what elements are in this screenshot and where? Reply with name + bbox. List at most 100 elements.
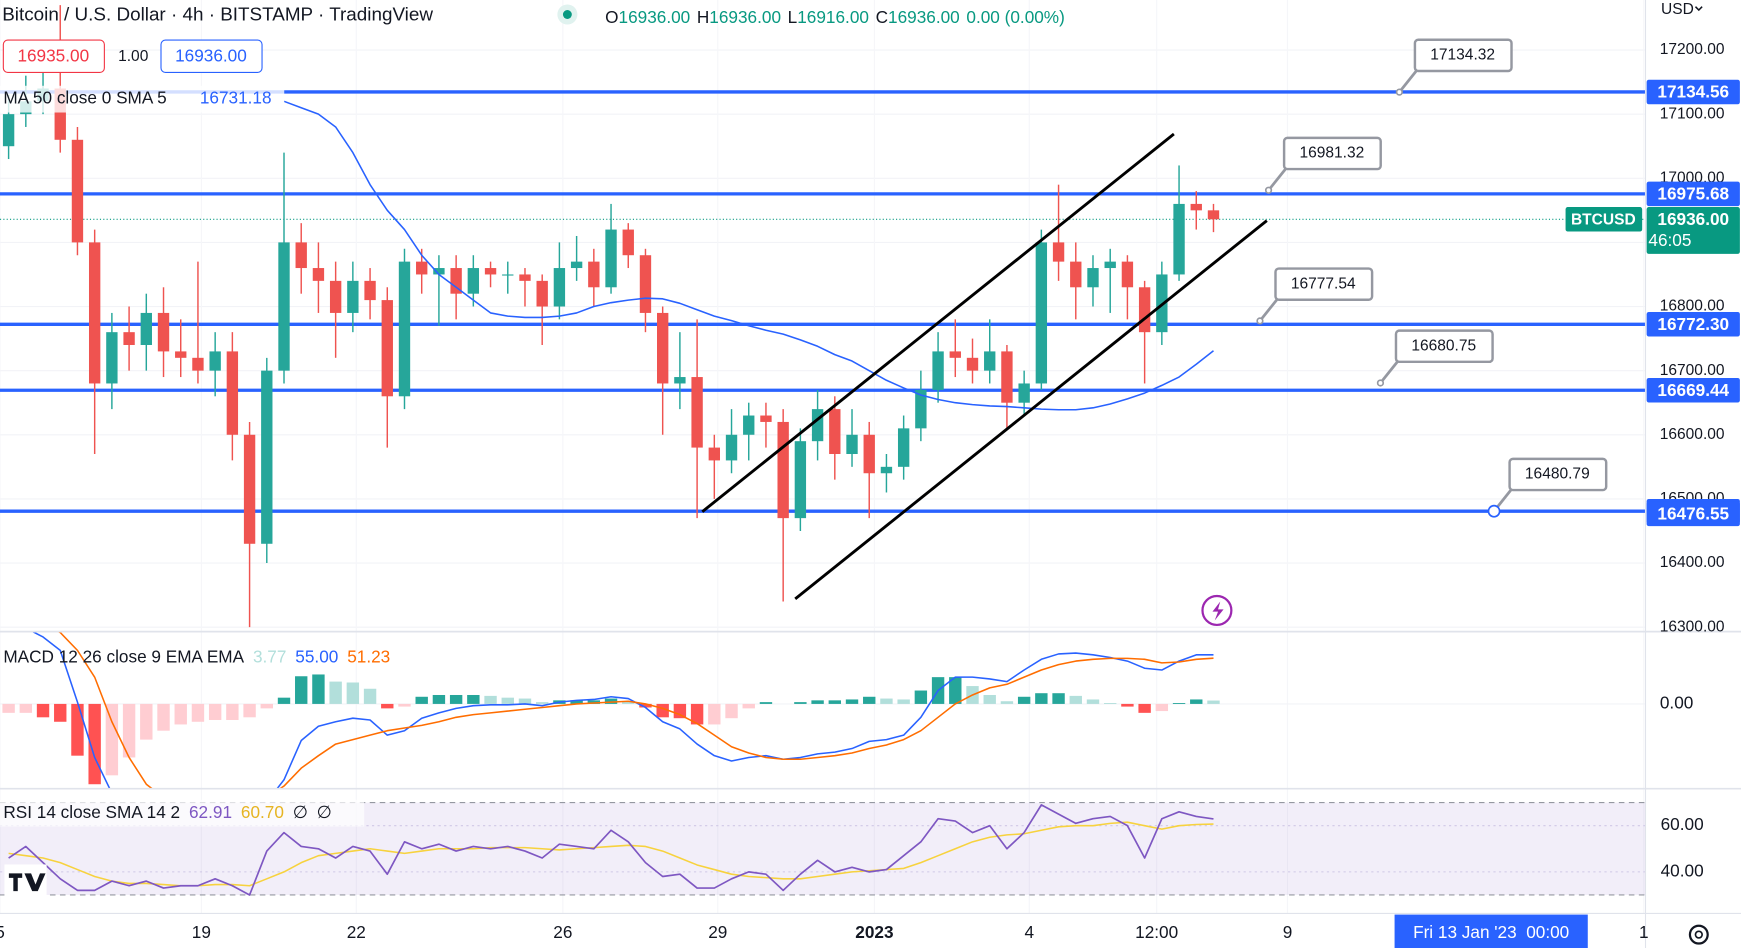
macd-histogram-bar: [587, 700, 601, 704]
candle-body: [622, 229, 634, 256]
candle-body: [71, 139, 84, 243]
x-tick-label: 29: [708, 922, 727, 942]
ask-box[interactable]: [160, 39, 263, 73]
ohlc-change: 0.00 (0.00%): [966, 6, 1064, 26]
macd-tick-label: 0.00: [1660, 692, 1693, 712]
y-tick-label: 16700.00: [1660, 362, 1725, 379]
candle-body: [829, 409, 841, 455]
callout-point: [1376, 379, 1385, 387]
macd-histogram-bar: [1190, 699, 1203, 704]
x-tick-label: 5: [0, 922, 5, 942]
macd-legend-value: 55.00: [295, 646, 338, 666]
rsi-legend-label: RSI 14 close SMA 14 2: [3, 802, 180, 822]
candle-body: [863, 434, 875, 474]
currency[interactable]: USD: [1661, 1, 1694, 18]
y-tick-label: 16800.00: [1660, 298, 1725, 315]
macd-histogram-bar: [949, 677, 962, 704]
x-tick-label: 1: [1639, 922, 1649, 942]
candle-body: [347, 280, 359, 313]
callout-box: [1274, 267, 1374, 301]
candle-body: [656, 312, 669, 384]
macd-histogram-bar: [518, 698, 532, 704]
candle-body: [915, 389, 927, 429]
rsi-tick-label: 60.00: [1661, 814, 1704, 834]
countdown: 46:05: [1648, 230, 1691, 250]
y-tick-label: 16300.00: [1660, 618, 1725, 635]
settings-icon-core: [1694, 930, 1703, 939]
alert-bolt: [1212, 601, 1224, 621]
ohlc-value: 16936.00: [619, 6, 691, 26]
macd-legend-label: MACD 12 26 close 9 EMA EMA: [3, 646, 244, 666]
candle-body: [536, 280, 548, 307]
candle-body: [966, 357, 979, 371]
axes: 17200.0017100.0017000.0016900.0016800.00…: [0, 41, 1740, 942]
macd-line: [31, 631, 1214, 789]
macd-histogram-bar: [208, 703, 222, 720]
price-badge: [1646, 79, 1740, 105]
macd-histogram-bar: [794, 702, 807, 704]
macd-histogram-bar: [673, 703, 687, 719]
macd-histogram-bar: [690, 703, 704, 725]
macd-histogram-bar: [570, 700, 583, 704]
macd-histogram-bar: [1172, 703, 1186, 704]
macd-histogram-bar: [432, 694, 446, 704]
price-badge: [1646, 501, 1740, 527]
rsi-tick-label: 40.00: [1661, 860, 1704, 880]
candle-body: [157, 312, 170, 352]
macd-histogram-bar: [1017, 696, 1031, 704]
price-badge-label: 16975.68: [1657, 184, 1729, 204]
rsi-legend-value: 60.70: [241, 802, 284, 822]
macd-pane: [2, 631, 1220, 789]
callout-label: 16981.32: [1299, 145, 1364, 162]
x-tick-label: 22: [347, 922, 366, 942]
candle-body: [123, 332, 135, 345]
candle-body: [54, 88, 66, 140]
candle-body: [1070, 261, 1082, 288]
callout-pointer: [1267, 167, 1288, 192]
callout-box: [1413, 38, 1513, 73]
macd-histogram-bar: [1069, 695, 1082, 704]
candle-body: [364, 280, 376, 301]
price-badge: [1646, 181, 1740, 207]
candle-body: [106, 332, 118, 384]
chart-title: Bitcoin / U.S. Dollar · 4h · BITSTAMP · …: [2, 5, 433, 26]
rsi-legend-value: 62.91: [189, 802, 232, 822]
candle-body: [553, 268, 566, 307]
last-price-badge: [1646, 207, 1740, 254]
candle-body: [639, 255, 652, 313]
macd-histogram-bar: [535, 702, 549, 704]
rsi-legend: RSI 14 close SMA 14 2 62.91 60.70 ∅ ∅: [3, 802, 331, 822]
macd-histogram-bar: [983, 694, 996, 704]
symbol-badge: [1565, 207, 1643, 232]
rsi-legend-value: ∅: [293, 802, 308, 822]
macd-histogram-bar: [260, 703, 273, 709]
currency-caret: [1694, 6, 1703, 12]
macd-histogram-bar: [639, 703, 652, 708]
price-badge-label: 17134.56: [1657, 82, 1729, 102]
ohlc-label: C: [876, 6, 888, 26]
price-badge: [1646, 377, 1740, 403]
rsi-legend-bg: [0, 799, 365, 827]
macd-histogram-bar: [329, 681, 342, 704]
candle-body: [674, 377, 686, 384]
price-badge-label: 16772.30: [1657, 314, 1729, 334]
spread: 1.00: [118, 48, 149, 65]
macd-histogram-bar: [312, 674, 325, 704]
macd-histogram-bar: [897, 699, 910, 704]
macd-histogram-bar: [1155, 703, 1169, 712]
macd-histogram-bar: [914, 690, 928, 704]
price-badge: [1646, 312, 1740, 337]
macd-histogram-bar: [243, 703, 256, 718]
logo[interactable]: [8, 873, 46, 892]
settings-icon[interactable]: [1688, 924, 1709, 945]
macd-histogram-bar: [759, 702, 773, 704]
x-tick-label: 12:00: [1135, 922, 1178, 942]
callout-label: 17134.32: [1430, 46, 1495, 63]
callout-point: [1256, 317, 1264, 325]
y-tick-label: 17200.00: [1660, 41, 1725, 58]
macd-histogram-bar: [2, 703, 15, 713]
bid-box[interactable]: [2, 39, 105, 73]
candle-body: [725, 434, 738, 461]
ohlc-label: O: [605, 6, 618, 26]
